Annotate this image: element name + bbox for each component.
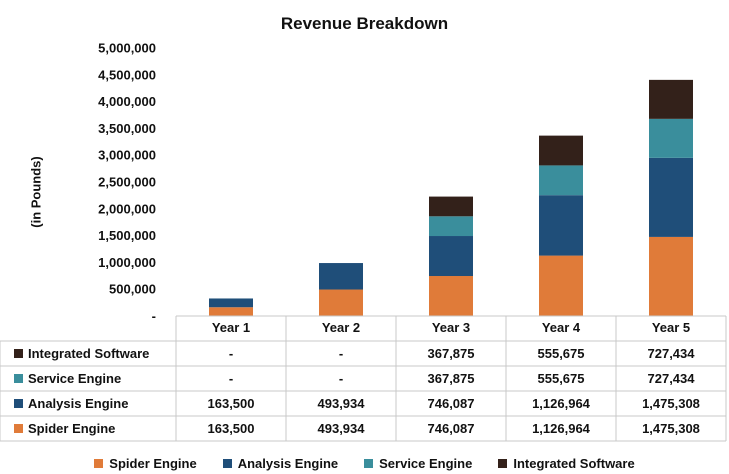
table-series-name: Service Engine	[28, 371, 121, 386]
data-table: Year 1 Year 2 Year 3 Year 4 Year 5 Integrated…	[0, 315, 727, 442]
table-legend-key	[14, 399, 23, 408]
table-value: 727,434	[648, 371, 696, 386]
table-value: 367,875	[428, 346, 475, 361]
table-value: 493,934	[318, 396, 366, 411]
bar-segment-spider-engine	[319, 289, 363, 316]
bar-segment-spider-engine	[539, 255, 583, 316]
legend-swatch	[222, 459, 232, 468]
table-legend-key	[14, 349, 23, 358]
table-value: 555,675	[538, 371, 585, 386]
y-tick-label: 3,500,000	[98, 121, 156, 136]
table-value: 493,934	[318, 421, 366, 436]
legend-swatch	[364, 459, 374, 468]
x-tick-label: Year 5	[652, 320, 690, 335]
table-series-name: Integrated Software	[28, 346, 149, 361]
y-axis-ticks: - 500,000 1,000,000 1,500,000 2,000,000 2,500…	[98, 41, 156, 324]
table-value: -	[339, 371, 343, 386]
y-tick-label: 2,500,000	[98, 175, 156, 190]
bar-segment-integrated-software	[649, 79, 693, 119]
table-value: 1,475,308	[642, 421, 700, 436]
bar-segment-service-engine	[429, 216, 473, 237]
legend-item: Integrated Software	[498, 456, 635, 471]
table-value: -	[229, 346, 233, 361]
bar-segment-spider-engine	[649, 236, 693, 316]
legend-item: Service Engine	[364, 456, 472, 471]
table-value: 163,500	[208, 396, 255, 411]
x-tick-label: Year 4	[542, 320, 581, 335]
y-tick-label: 3,000,000	[98, 148, 156, 163]
table-value: 746,087	[428, 421, 475, 436]
bar-segment-analysis-engine	[539, 195, 583, 256]
y-tick-label: 1,000,000	[98, 255, 156, 270]
table-value: -	[339, 346, 343, 361]
bar-segment-service-engine	[539, 165, 583, 196]
legend-label: Service Engine	[379, 456, 473, 471]
table-value: -	[229, 371, 233, 386]
x-tick-label: Year 1	[212, 320, 250, 335]
table-value: 163,500	[208, 421, 255, 436]
legend-item: Analysis Engine	[222, 456, 339, 471]
bar-segment-analysis-engine	[429, 236, 473, 277]
table-series-name: Analysis Engine	[28, 396, 128, 411]
bar-segment-spider-engine	[209, 307, 253, 316]
legend-label: Analysis Engine	[237, 456, 339, 471]
x-tick-label: Year 3	[432, 320, 470, 335]
y-tick-label: 5,000,000	[98, 41, 156, 56]
legend-swatch	[94, 459, 104, 468]
legend-label: Integrated Software	[513, 456, 635, 471]
bar-segment-spider-engine	[429, 276, 473, 316]
table-value: 367,875	[428, 371, 475, 386]
table-value: 1,475,308	[642, 396, 700, 411]
legend-label: Spider Engine	[109, 456, 197, 471]
y-tick-label: 2,000,000	[98, 201, 156, 216]
y-tick-label: 500,000	[109, 282, 156, 297]
x-tick-label: Year 2	[322, 320, 360, 335]
table-value: 727,434	[648, 346, 696, 361]
y-tick-label: -	[152, 309, 156, 324]
table-series-name: Spider Engine	[28, 421, 115, 436]
chart-title: Revenue Breakdown	[280, 14, 449, 33]
bar-segment-analysis-engine	[649, 157, 693, 237]
bar-segment-integrated-software	[539, 135, 583, 166]
legend-item: Spider Engine	[94, 456, 197, 471]
bar-segment-integrated-software	[429, 196, 473, 217]
legend-swatch	[498, 459, 508, 468]
bar-segment-analysis-engine	[319, 263, 363, 290]
y-tick-label: 4,000,000	[98, 94, 156, 109]
table-value: 746,087	[428, 396, 475, 411]
table-value: 1,126,964	[532, 421, 591, 436]
table-legend-key	[14, 374, 23, 383]
y-tick-label: 1,500,000	[98, 228, 156, 243]
y-tick-label: 4,500,000	[98, 67, 156, 82]
bar-stacks	[209, 79, 693, 316]
table-legend-key	[14, 424, 23, 433]
bar-segment-service-engine	[649, 118, 693, 158]
table-value: 555,675	[538, 346, 585, 361]
chart-plot: - 500,000 1,000,000 1,500,000 2,000,000 2,500…	[0, 41, 727, 442]
table-value: 1,126,964	[532, 396, 591, 411]
legend: Spider Engine Analysis Engine Service Engi…	[0, 456, 729, 471]
bar-segment-analysis-engine	[209, 298, 253, 308]
